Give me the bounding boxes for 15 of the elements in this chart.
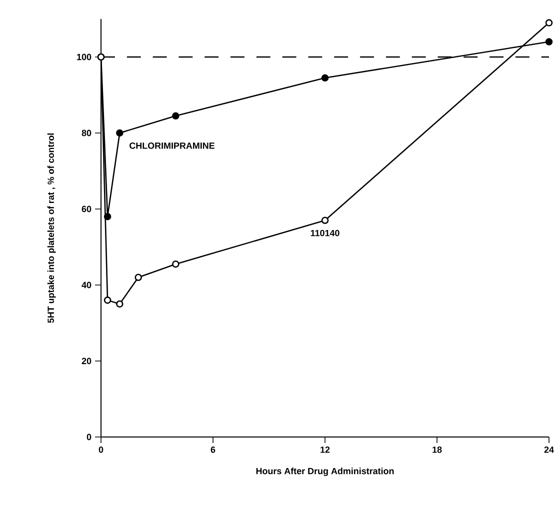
x-tick-label: 6 [210,446,216,453]
series-label: CHLORIMIPRAMINE [130,142,214,149]
y-tick-label: 100 [77,54,92,60]
x-tick-label: 12 [320,446,330,453]
x-axis-title: Hours After Drug Administration [256,468,394,476]
y-axis-title: 5HT uptake into platelets of rat , % of control [47,133,56,323]
x-tick-label: 18 [432,446,442,453]
x-tick-label: 0 [98,446,104,453]
x-tick-label: 24 [544,446,554,453]
y-tick-label: 80 [82,130,92,136]
series-label: 110140 [310,230,340,236]
y-tick-label: 0 [86,434,92,440]
y-tick-label: 20 [82,358,92,364]
y-tick-label: 60 [82,206,92,212]
y-tick-label: 40 [82,282,92,288]
